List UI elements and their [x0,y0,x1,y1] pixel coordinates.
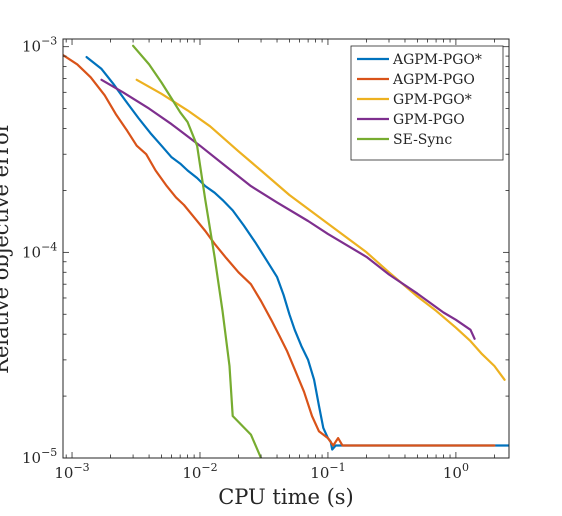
legend-label: GPM-PGO [393,112,465,128]
legend-label: AGPM-PGO [392,72,475,88]
y-tick-label: 10−4 [22,240,57,261]
legend-label: SE-Sync [393,132,452,148]
series-line-gpm-pgo [100,78,476,340]
plot-frame [62,38,510,459]
series-layer [63,44,509,458]
x-tick-label: 10−2 [182,461,217,482]
series-line-se-sync [132,44,263,458]
x-tick-label: 100 [443,461,469,482]
series-line-gpm-pgo [135,78,506,381]
legend-label: AGPM-PGO* [392,52,482,68]
series-line-agpm-pgo [85,56,509,451]
legend-label: GPM-PGO* [393,92,472,108]
legend-box [350,45,504,161]
series-line-agpm-pgo [63,54,496,447]
x-tick-label: 10−3 [54,461,89,482]
y-tick-label: 10−5 [22,446,57,467]
legend-items: AGPM-PGO* AGPM-PGO GPM-PGO* GPM-PGO SE-Sync [357,52,482,148]
ticks-layer: 10−3 10−2 10−1 100 10−5 10−4 10−3 [22,35,509,482]
x-axis-label: CPU time (s) [218,485,354,509]
y-tick-label: 10−3 [22,35,57,56]
x-tick-label: 10−1 [310,461,345,482]
y-axis-label: Relative objective error [0,121,13,374]
legend: AGPM-PGO* AGPM-PGO GPM-PGO* GPM-PGO SE-Sync [350,45,504,161]
